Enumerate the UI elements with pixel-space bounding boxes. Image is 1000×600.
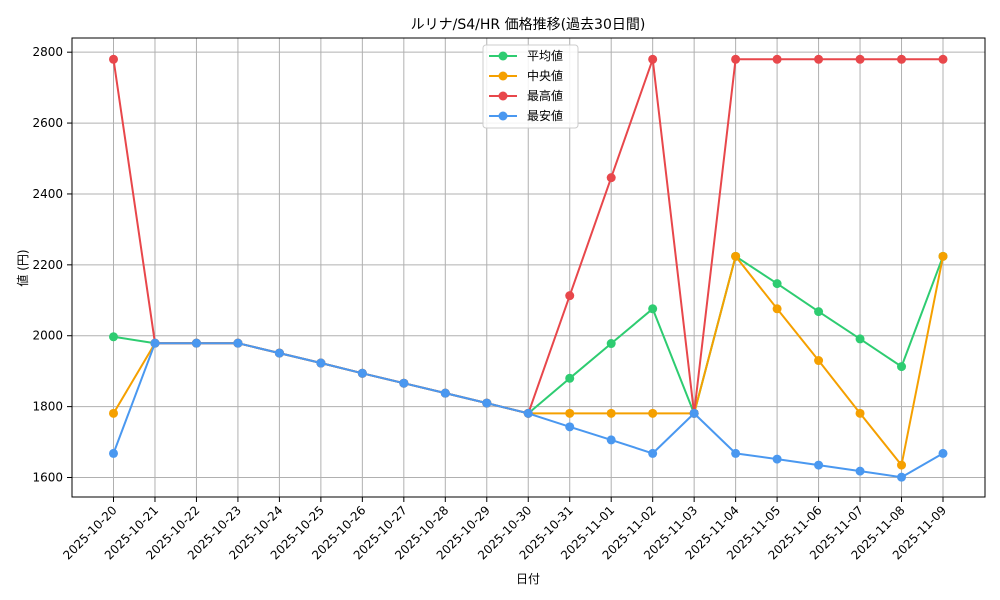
data-point-marker (357, 368, 367, 378)
y-axis-title: 値 (円) (15, 249, 30, 286)
data-point-marker (399, 378, 409, 388)
data-point-marker (606, 435, 616, 445)
data-point-marker (855, 408, 865, 418)
data-point-marker (814, 307, 824, 317)
legend-swatch-marker (498, 91, 508, 101)
series-lines (109, 54, 948, 482)
data-point-marker (648, 304, 658, 314)
data-point-marker (648, 408, 658, 418)
y-tick-label: 2200 (32, 258, 63, 272)
data-point-marker (440, 388, 450, 398)
data-point-marker (523, 408, 533, 418)
legend-label: 中央値 (527, 68, 563, 83)
y-tick-label: 1800 (32, 400, 63, 414)
data-point-marker (855, 466, 865, 476)
data-point-marker (814, 460, 824, 470)
data-point-marker (482, 398, 492, 408)
data-point-marker (233, 338, 243, 348)
data-point-marker (109, 408, 118, 418)
data-point-marker (772, 54, 782, 64)
data-point-marker (855, 54, 865, 64)
y-tick-label: 2000 (32, 329, 63, 343)
data-point-marker (938, 251, 948, 261)
legend-swatch-marker (498, 111, 508, 121)
data-point-marker (109, 448, 118, 458)
legend-swatch-marker (498, 51, 508, 61)
data-point-marker (689, 408, 699, 418)
data-point-marker (897, 54, 907, 64)
legend-swatch-marker (498, 71, 508, 81)
data-point-marker (938, 54, 948, 64)
data-point-marker (731, 251, 741, 261)
data-point-marker (565, 291, 575, 301)
data-point-marker (316, 358, 326, 368)
legend-box (482, 44, 579, 129)
data-point-marker (565, 422, 575, 432)
data-point-marker (814, 356, 824, 366)
data-point-marker (565, 408, 575, 418)
data-point-marker (648, 448, 658, 458)
legend-label: 最安値 (527, 108, 563, 123)
data-point-marker (731, 448, 741, 458)
data-point-marker (772, 279, 782, 289)
data-point-marker (606, 408, 616, 418)
data-point-marker (109, 332, 118, 342)
y-tick-label: 2400 (32, 187, 63, 201)
data-point-marker (897, 460, 907, 470)
y-tick-label: 2800 (32, 45, 63, 59)
data-point-marker (814, 54, 824, 64)
data-point-marker (150, 338, 160, 348)
data-point-marker (772, 304, 782, 314)
x-axis-ticks: 2025-10-202025-10-212025-10-222025-10-23… (60, 497, 949, 562)
x-axis-title: 日付 (516, 572, 540, 586)
data-point-marker (855, 334, 865, 344)
data-point-marker (938, 448, 948, 458)
data-point-marker (606, 339, 616, 349)
data-point-marker (606, 173, 616, 183)
data-point-marker (897, 362, 907, 372)
y-tick-label: 1600 (32, 471, 63, 485)
legend-label: 平均値 (527, 48, 563, 63)
data-point-marker (772, 454, 782, 464)
legend-label: 最高値 (527, 88, 563, 103)
y-tick-label: 2600 (32, 116, 63, 130)
data-point-marker (648, 54, 658, 64)
data-point-marker (191, 338, 201, 348)
data-point-marker (897, 472, 907, 482)
chart-title: ルリナ/S4/HR 価格推移(過去30日間) (411, 17, 646, 33)
data-point-marker (274, 348, 284, 358)
data-point-marker (731, 54, 741, 64)
y-axis-ticks: 1600 1800 2000 2200 2400 2600 2800 (32, 45, 72, 485)
data-point-marker (565, 373, 575, 383)
data-point-marker (109, 54, 118, 64)
